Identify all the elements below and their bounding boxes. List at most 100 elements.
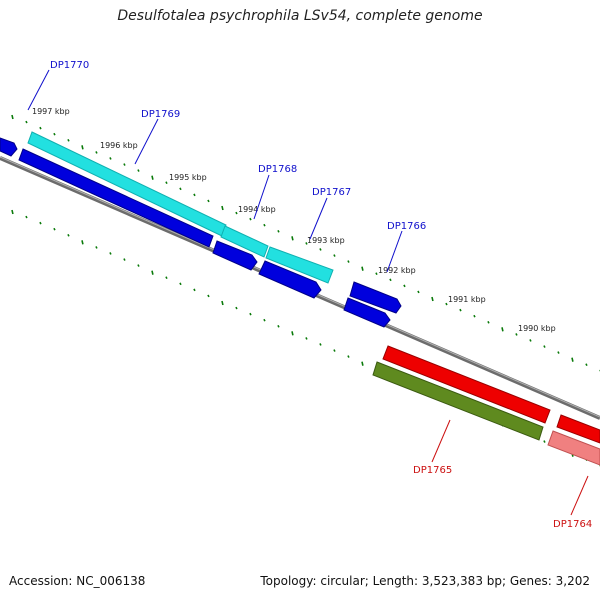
scale-tick bbox=[235, 306, 238, 310]
scale-tick bbox=[137, 169, 140, 172]
blue-gene-arrow-1[interactable] bbox=[212, 240, 258, 271]
gene-label-dp1769[interactable]: DP1769 bbox=[141, 109, 180, 120]
scale-tick bbox=[179, 187, 182, 191]
scale-tick bbox=[543, 345, 546, 348]
scale-label: 1991 kbp bbox=[448, 295, 486, 304]
scale-tick bbox=[263, 223, 266, 227]
gene-label-dp1767[interactable]: DP1767 bbox=[312, 187, 351, 198]
scale-tick bbox=[305, 242, 308, 245]
scale-tick bbox=[67, 138, 70, 142]
scale-tick bbox=[165, 276, 168, 280]
gene-label-dp1768[interactable]: DP1768 bbox=[258, 164, 297, 175]
scale-tick bbox=[319, 248, 322, 251]
scale-tick bbox=[81, 240, 84, 245]
scale-tick bbox=[375, 272, 378, 276]
accession-text: Accession: NC_006138 bbox=[9, 574, 146, 588]
scale-tick bbox=[25, 120, 28, 124]
scale-label: 1995 kbp bbox=[169, 173, 207, 182]
scale-tick bbox=[473, 314, 476, 318]
scale-tick bbox=[445, 302, 448, 306]
red-gene-right[interactable] bbox=[556, 414, 600, 444]
gene-label-dp1770[interactable]: DP1770 bbox=[50, 60, 89, 71]
scale-tick bbox=[417, 290, 420, 294]
scale-tick bbox=[487, 320, 490, 324]
scale-tick bbox=[109, 157, 112, 160]
scale-tick bbox=[291, 331, 294, 336]
scale-tick bbox=[347, 355, 350, 358]
scale-tick bbox=[193, 288, 196, 292]
scale-tick bbox=[277, 229, 280, 233]
scale-tick bbox=[235, 211, 238, 215]
scale-tick bbox=[431, 296, 434, 302]
olive-gene[interactable] bbox=[372, 361, 544, 441]
gene-dp1764-feature[interactable] bbox=[547, 430, 600, 466]
gene-dp1770-feature[interactable] bbox=[0, 137, 18, 157]
gene-dp1765-feature[interactable] bbox=[382, 345, 551, 424]
scale-tick bbox=[207, 294, 210, 298]
blue-gene-arrow-3[interactable] bbox=[343, 297, 391, 328]
scale-tick bbox=[95, 246, 98, 249]
scale-tick bbox=[67, 233, 70, 237]
scale-tick bbox=[221, 205, 224, 211]
topology-info-text: Topology: circular; Length: 3,523,383 bp… bbox=[260, 574, 590, 588]
scale-tick bbox=[571, 357, 574, 362]
scale-tick bbox=[11, 114, 14, 120]
scale-tick bbox=[361, 361, 364, 366]
scale-tick bbox=[459, 308, 462, 312]
scale-label: 1993 kbp bbox=[307, 236, 345, 245]
scale-tick bbox=[305, 337, 308, 340]
scale-tick bbox=[501, 327, 504, 332]
gene-label-dp1764[interactable]: DP1764 bbox=[553, 519, 592, 530]
scale-tick bbox=[123, 163, 126, 166]
scale-tick bbox=[137, 264, 140, 267]
gene-dp1767-feature[interactable] bbox=[265, 246, 334, 284]
scale-tick bbox=[81, 145, 84, 150]
scale-tick bbox=[25, 215, 28, 219]
scale-tick bbox=[123, 258, 126, 261]
scale-tick bbox=[585, 363, 588, 367]
scale-tick bbox=[557, 351, 560, 354]
blue-gene-long[interactable] bbox=[18, 148, 214, 248]
scale-tick bbox=[151, 270, 154, 275]
scale-tick bbox=[347, 260, 350, 263]
scale-tick bbox=[361, 266, 364, 271]
scale-label: 1997 kbp bbox=[32, 107, 70, 116]
gene-label-dp1765[interactable]: DP1765 bbox=[413, 465, 452, 476]
blue-gene-arrow-2[interactable] bbox=[258, 260, 322, 299]
scale-tick bbox=[53, 132, 56, 136]
scale-tick bbox=[389, 278, 392, 282]
scale-tick bbox=[39, 221, 42, 225]
scale-tick bbox=[109, 252, 112, 255]
scale-ticks-top bbox=[11, 114, 600, 372]
scale-tick bbox=[249, 312, 252, 316]
scale-tick bbox=[291, 236, 294, 241]
scale-tick bbox=[11, 209, 14, 215]
scale-tick bbox=[207, 199, 210, 203]
scale-tick bbox=[333, 349, 336, 352]
scale-label: 1990 kbp bbox=[518, 324, 556, 333]
map-title: Desulfotalea psychrophila LSv54, complet… bbox=[117, 8, 483, 24]
scale-tick bbox=[333, 254, 336, 257]
scale-tick bbox=[403, 284, 406, 288]
scale-tick bbox=[95, 151, 98, 154]
scale-tick bbox=[221, 300, 224, 306]
scale-tick bbox=[39, 126, 42, 130]
scale-tick bbox=[543, 440, 546, 443]
scale-tick bbox=[165, 181, 168, 185]
scale-tick bbox=[151, 175, 154, 180]
scale-tick bbox=[53, 227, 56, 231]
gene-dp1766-feature[interactable] bbox=[349, 281, 402, 314]
scale-label: 1992 kbp bbox=[378, 266, 416, 275]
scale-label: 1996 kbp bbox=[100, 141, 138, 150]
scale-tick bbox=[263, 318, 266, 322]
gene-label-dp1766[interactable]: DP1766 bbox=[387, 221, 426, 232]
scale-tick bbox=[277, 324, 280, 328]
scale-tick bbox=[179, 282, 182, 286]
scale-tick bbox=[529, 339, 532, 342]
gene-dp1768-feature[interactable] bbox=[220, 225, 269, 258]
scale-tick bbox=[515, 333, 518, 336]
scale-tick bbox=[249, 217, 252, 221]
scale-tick bbox=[319, 343, 322, 346]
scale-tick bbox=[193, 193, 196, 197]
